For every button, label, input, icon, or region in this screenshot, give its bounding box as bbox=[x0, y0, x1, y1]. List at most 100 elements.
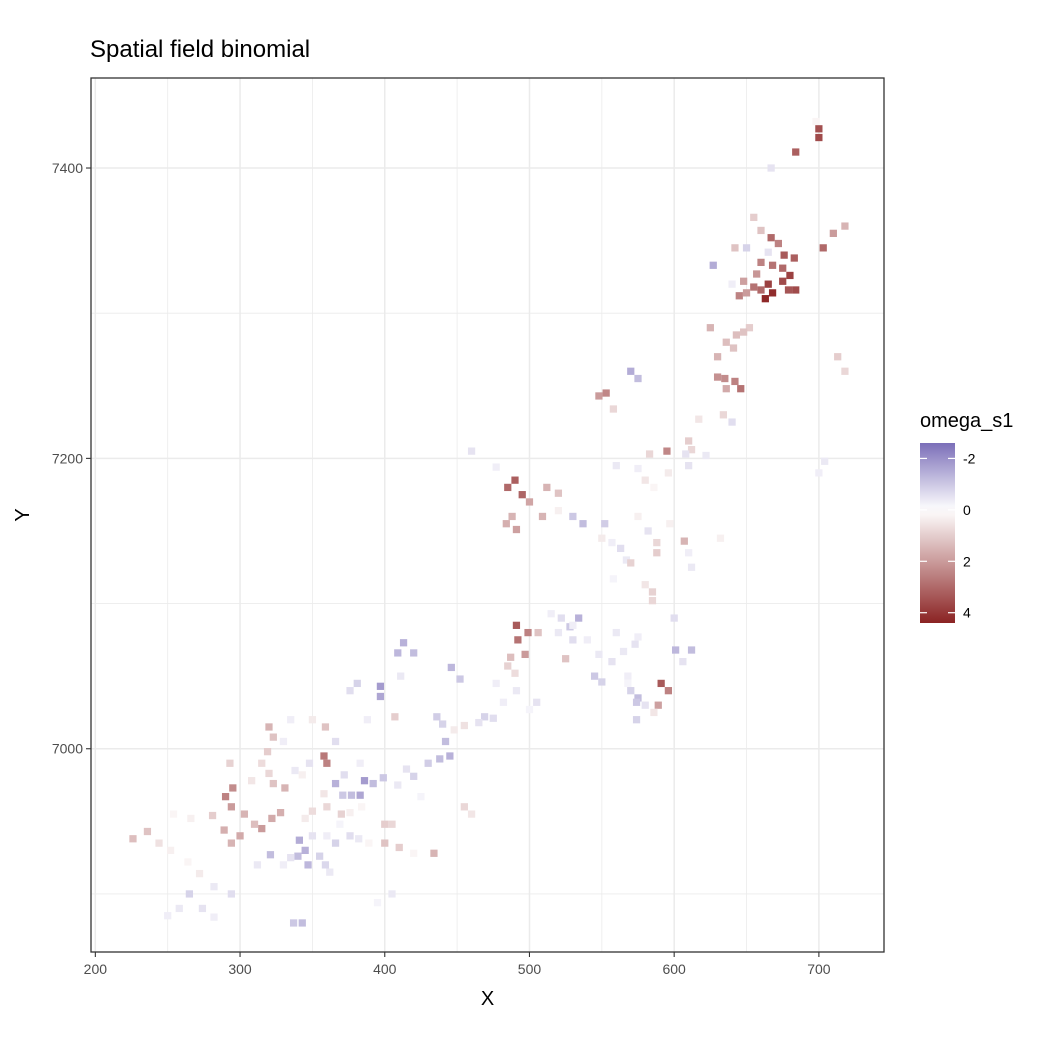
heatmap-cell bbox=[521, 650, 529, 659]
heatmap-cell bbox=[829, 229, 837, 237]
heatmap-cell bbox=[719, 411, 727, 419]
heatmap-cell bbox=[198, 904, 207, 913]
heatmap-cell bbox=[512, 687, 521, 695]
heatmap-cell bbox=[790, 254, 798, 262]
heatmap-cell bbox=[641, 701, 649, 709]
heatmap-cell bbox=[533, 698, 541, 706]
heatmap-cell bbox=[321, 861, 330, 869]
heatmap-cell bbox=[248, 777, 256, 785]
heatmap-cell bbox=[346, 809, 354, 817]
heatmap-cell bbox=[757, 258, 765, 267]
heatmap-cell bbox=[590, 672, 599, 680]
heatmap-cell bbox=[634, 464, 642, 473]
heatmap-cell bbox=[792, 148, 800, 156]
heatmap-cell bbox=[612, 462, 620, 470]
heatmap-cell bbox=[525, 498, 534, 506]
heatmap-cell bbox=[504, 483, 512, 492]
heatmap-cell bbox=[764, 248, 772, 256]
heatmap-cell bbox=[502, 520, 510, 528]
heatmap-cell bbox=[369, 779, 377, 788]
heatmap-cell bbox=[184, 858, 192, 866]
heatmap-cell bbox=[753, 270, 761, 278]
heatmap-cell bbox=[227, 803, 235, 811]
heatmap-cell bbox=[291, 766, 299, 775]
x-tick-label: 700 bbox=[807, 961, 831, 977]
heatmap-cell bbox=[394, 781, 402, 789]
heatmap-cell bbox=[779, 264, 787, 272]
x-axis-title: X bbox=[481, 988, 494, 1010]
heatmap-cell bbox=[417, 793, 425, 801]
heatmap-cell bbox=[595, 650, 603, 659]
heatmap-cell bbox=[129, 835, 137, 843]
heatmap-cell bbox=[489, 714, 497, 722]
y-tick-label: 7400 bbox=[52, 160, 83, 176]
heatmap-cell bbox=[511, 669, 519, 677]
heatmap-cell bbox=[664, 469, 673, 477]
heatmap-cell bbox=[815, 133, 823, 142]
heatmap-cell bbox=[627, 687, 635, 695]
heatmap-cell bbox=[492, 463, 500, 471]
heatmap-cell bbox=[608, 658, 616, 666]
heatmap-cell bbox=[554, 507, 563, 515]
heatmap-cell bbox=[512, 525, 521, 534]
heatmap-cell bbox=[323, 832, 331, 840]
heatmap-cell bbox=[735, 292, 743, 300]
heatmap-cell bbox=[534, 628, 542, 637]
heatmap-cell bbox=[499, 698, 508, 706]
heatmap-cell bbox=[784, 286, 793, 294]
heatmap-cell bbox=[608, 538, 616, 547]
heatmap-cell bbox=[508, 512, 516, 521]
heatmap-cell bbox=[236, 832, 244, 840]
heatmap-cell bbox=[339, 791, 347, 799]
heatmap-cell bbox=[728, 280, 736, 288]
heatmap-cell bbox=[815, 125, 823, 133]
y-axis: 7000 7200 7400 bbox=[52, 160, 91, 757]
heatmap-cell bbox=[653, 549, 661, 557]
heatmap-cell bbox=[336, 820, 344, 828]
x-tick-label: 300 bbox=[228, 961, 252, 977]
heatmap-cell bbox=[569, 636, 577, 644]
heatmap-cell bbox=[786, 271, 794, 280]
x-axis: 200 300 400 500 600 700 bbox=[84, 952, 831, 977]
heatmap-cell bbox=[220, 826, 228, 834]
heatmap-cell bbox=[632, 716, 641, 724]
heatmap-cell bbox=[634, 374, 642, 383]
heatmap-cell bbox=[722, 385, 730, 393]
heatmap-cell bbox=[547, 610, 555, 618]
heatmap-cell bbox=[331, 839, 340, 847]
heatmap-cell bbox=[821, 457, 829, 465]
heatmap-cell bbox=[436, 755, 444, 763]
heatmap-cell bbox=[687, 446, 696, 454]
heatmap-cell bbox=[728, 418, 736, 426]
heatmap-cell bbox=[632, 698, 641, 706]
heatmap-cell bbox=[595, 392, 603, 400]
heatmap-cell bbox=[680, 537, 688, 545]
heatmap-cell bbox=[298, 919, 306, 927]
heatmap-cell bbox=[320, 752, 328, 760]
heatmap-cell bbox=[695, 415, 703, 423]
heatmap-cell bbox=[353, 679, 361, 688]
heatmap-cell bbox=[583, 636, 591, 644]
heatmap-cell bbox=[346, 687, 354, 695]
heatmap-cell bbox=[524, 628, 532, 637]
heatmap-cell bbox=[456, 675, 464, 683]
heatmap-cell bbox=[569, 512, 577, 521]
heatmap-cell bbox=[250, 820, 259, 828]
heatmap-cell bbox=[289, 919, 298, 927]
heatmap-cell bbox=[780, 251, 788, 259]
legend-colorbar bbox=[920, 443, 955, 623]
heatmap-cell bbox=[467, 810, 476, 818]
heatmap-cell bbox=[543, 483, 551, 492]
legend-tick-label: 0 bbox=[963, 502, 971, 518]
heatmap-cell bbox=[195, 869, 204, 878]
heatmap-cell bbox=[331, 779, 340, 788]
heatmap-cell bbox=[740, 277, 748, 285]
heatmap-cell bbox=[750, 213, 758, 222]
heatmap-cell bbox=[185, 890, 194, 898]
heatmap-cell bbox=[376, 682, 385, 690]
heatmap-cell bbox=[169, 810, 178, 818]
grid-layer bbox=[91, 78, 884, 952]
heatmap-cell bbox=[381, 839, 389, 847]
heatmap-cell bbox=[525, 705, 534, 714]
